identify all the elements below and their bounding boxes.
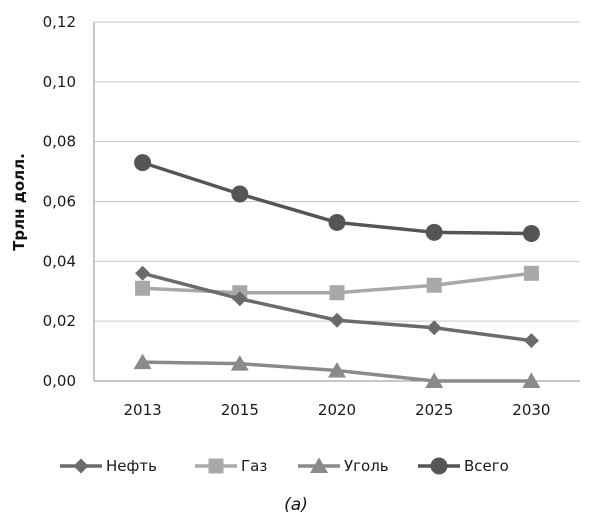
y-tick-label: 0,08 xyxy=(43,133,76,151)
x-tick-label: 2025 xyxy=(415,401,453,419)
x-tick-label: 2015 xyxy=(221,401,259,419)
data-point xyxy=(328,362,346,378)
data-point xyxy=(133,353,152,370)
data-point xyxy=(523,265,539,281)
figure-caption: (a) xyxy=(284,495,308,515)
data-point xyxy=(523,333,539,349)
y-tick-label: 0,06 xyxy=(43,193,76,211)
legend-label: Нефть xyxy=(106,457,157,475)
x-axis-tick-labels: 2013 2015 2020 2025 2030 xyxy=(124,401,551,419)
grid-lines xyxy=(94,21,580,322)
legend-item: Газ xyxy=(195,457,267,475)
legend-marker xyxy=(310,457,328,473)
legend-item: Уголь xyxy=(298,457,389,475)
data-point xyxy=(425,223,443,241)
data-point xyxy=(522,225,540,243)
data-point xyxy=(329,312,345,328)
data-point xyxy=(328,213,346,231)
y-tick-label: 0,12 xyxy=(43,13,76,31)
series-line xyxy=(142,271,532,343)
legend-label: Уголь xyxy=(344,457,389,475)
data-point xyxy=(425,372,444,388)
legend-marker xyxy=(208,458,224,474)
x-tick-label: 2020 xyxy=(318,401,356,419)
series-0 xyxy=(135,265,539,349)
legend-item: Нефть xyxy=(60,457,157,475)
y-tick-label: 0,10 xyxy=(43,73,76,91)
y-axis-tick-labels: 0,00 0,02 0,04 0,06 0,08 0,10 0,12 xyxy=(43,13,76,390)
data-point xyxy=(426,277,442,293)
data-point xyxy=(134,154,152,172)
data-point xyxy=(329,285,345,301)
data-point xyxy=(135,265,151,281)
data-point xyxy=(522,372,541,388)
series-3 xyxy=(134,154,540,243)
y-tick-label: 0,04 xyxy=(43,252,76,270)
legend: Нефть Газ Уголь Всего xyxy=(60,457,509,475)
y-tick-label: 0,02 xyxy=(43,312,76,330)
data-point xyxy=(230,355,249,371)
y-axis-label: Трлн долл. xyxy=(10,153,28,251)
legend-item: Всего xyxy=(418,457,509,475)
legend-label: Всего xyxy=(464,457,509,475)
legend-marker xyxy=(73,458,89,474)
y-tick-label: 0,00 xyxy=(43,372,76,390)
legend-marker xyxy=(430,457,448,475)
series-layer xyxy=(133,154,541,388)
data-point xyxy=(232,291,248,307)
series-2 xyxy=(133,353,541,388)
legend-label: Газ xyxy=(241,457,267,475)
data-point xyxy=(135,280,151,296)
data-point xyxy=(426,320,442,336)
data-point xyxy=(231,185,249,203)
x-tick-label: 2030 xyxy=(512,401,550,419)
series-1 xyxy=(135,265,539,301)
x-tick-label: 2013 xyxy=(124,401,162,419)
